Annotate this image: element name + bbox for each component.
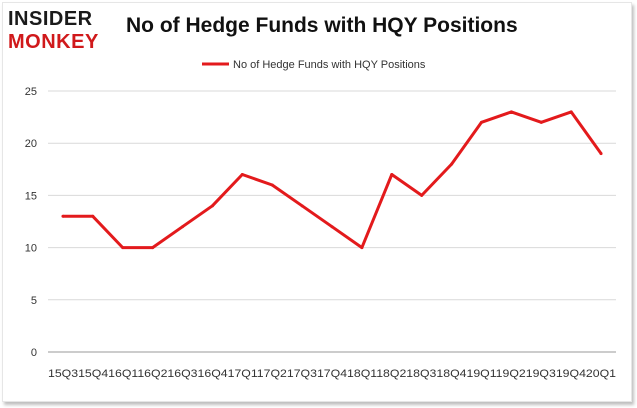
data-point-2017Q4: [330, 225, 334, 229]
y-axis-ticks: 0 5 10 15 20 25: [25, 86, 37, 359]
y-tick-label-25: 25: [25, 86, 37, 98]
data-point-2015Q4: [91, 214, 95, 218]
data-point-2018Q2: [390, 173, 394, 177]
data-point-2018Q3: [420, 193, 424, 197]
legend-label: No of Hedge Funds with HQY Positions: [233, 59, 426, 71]
insider-monkey-logo: INSIDER MONKEY: [8, 8, 120, 54]
logo-line-1: INSIDER: [8, 8, 93, 30]
data-point-2017Q3: [300, 204, 304, 208]
y-tick-label-15: 15: [25, 190, 37, 202]
data-point-2016Q4: [210, 204, 214, 208]
chart-frame: [2, 2, 632, 402]
y-tick-label-0: 0: [31, 347, 37, 359]
x-axis-tick-labels: 15Q315Q416Q116Q216Q316Q417Q117Q217Q317Q4…: [48, 368, 616, 380]
data-point-2015Q3: [61, 214, 65, 218]
y-tick-label-20: 20: [25, 138, 37, 150]
data-point-2019Q1: [479, 120, 483, 124]
chart-title: No of Hedge Funds with HQY Positions: [126, 14, 518, 37]
data-point-2019Q2: [509, 110, 513, 114]
y-tick-label-5: 5: [31, 295, 37, 307]
data-point-2017Q2: [270, 183, 274, 187]
logo-line-2: MONKEY: [8, 31, 99, 53]
legend: No of Hedge Funds with HQY Positions: [202, 59, 426, 71]
gridlines: [48, 90, 616, 301]
data-point-2018Q4: [450, 162, 454, 166]
data-point-2018Q1: [360, 246, 364, 250]
data-point-2016Q1: [121, 246, 125, 250]
data-point-2017Q1: [240, 173, 244, 177]
data-point-2020Q1: [599, 152, 603, 156]
data-point-2019Q3: [539, 120, 543, 124]
y-tick-label-10: 10: [25, 243, 37, 255]
data-point-2016Q2: [151, 246, 155, 250]
data-point-2016Q3: [181, 225, 185, 229]
series-points: [61, 110, 603, 250]
data-point-2019Q4: [569, 110, 573, 114]
